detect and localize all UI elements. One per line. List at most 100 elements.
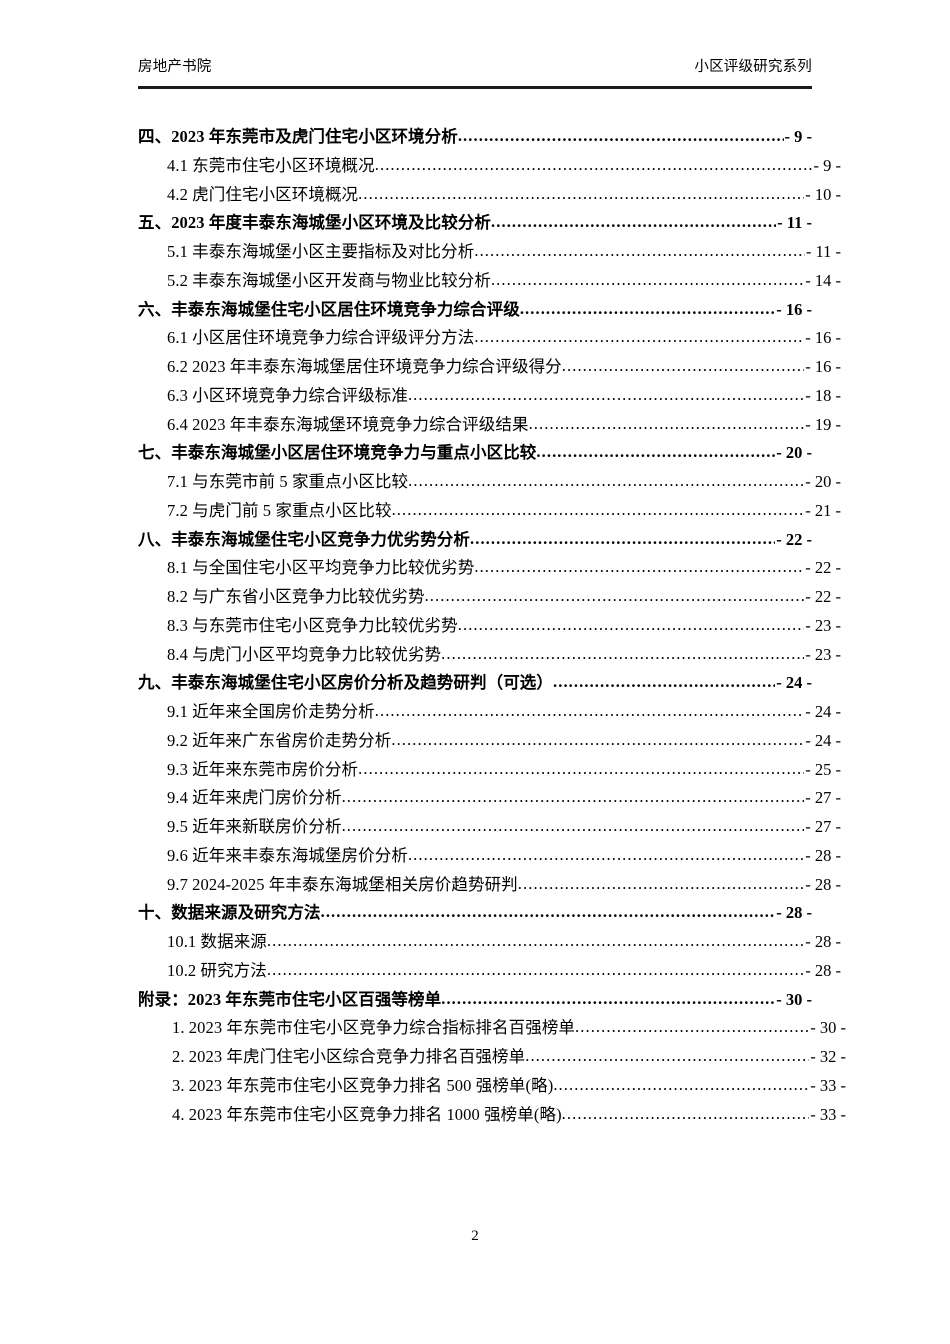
toc-entry[interactable]: 6.1 小区居住环境竞争力综合评级评分方法 - 16 - bbox=[138, 324, 841, 353]
toc-entry-page: - 18 - bbox=[805, 385, 841, 405]
toc-entry[interactable]: 八、丰泰东海城堡住宅小区竞争力优劣势分析 - 22 - bbox=[138, 526, 812, 555]
toc-leader-dots bbox=[408, 385, 804, 405]
toc-leader-dots bbox=[342, 816, 805, 836]
toc-entry[interactable]: 4. 2023 年东莞市住宅小区竞争力排名 1000 强榜单(略) - 33 - bbox=[138, 1101, 846, 1130]
toc-entry[interactable]: 8.4 与虎门小区平均竞争力比较优劣势 - 23 - bbox=[138, 641, 841, 670]
table-of-contents: 四、2023 年东莞市及虎门住宅小区环境分析 - 9 - 4.1 东莞市住宅小区环境… bbox=[138, 123, 846, 1129]
toc-entry[interactable]: 9.1 近年来全国房价走势分析 - 24 - bbox=[138, 698, 841, 727]
toc-entry[interactable]: 9.2 近年来广东省房价走势分析 - 24 - bbox=[138, 727, 841, 756]
toc-entry-page: - 9 - bbox=[784, 127, 813, 146]
toc-entry[interactable]: 9.4 近年来虎门房价分析 - 27 - bbox=[138, 784, 841, 813]
toc-entry-page: - 24 - bbox=[805, 730, 841, 750]
toc-entry[interactable]: 九、丰泰东海城堡住宅小区房价分析及趋势研判（可选） - 24 - bbox=[138, 669, 812, 698]
toc-entry[interactable]: 6.4 2023 年丰泰东海城堡环境竞争力综合评级结果 - 19 - bbox=[138, 411, 841, 440]
toc-entry-label: 四、2023 年东莞市及虎门住宅小区环境分析 bbox=[138, 127, 458, 146]
toc-entry-page: - 30 - bbox=[810, 1018, 846, 1038]
toc-entry[interactable]: 2. 2023 年虎门住宅小区综合竞争力排名百强榜单 - 32 - bbox=[138, 1043, 846, 1072]
toc-entry-label: 9.4 近年来虎门房价分析 bbox=[167, 788, 342, 808]
toc-entry-page: - 22 - bbox=[776, 529, 812, 549]
toc-entry-page: - 33 - bbox=[810, 1104, 846, 1124]
toc-entry-label: 9.6 近年来丰泰东海城堡房价分析 bbox=[167, 845, 408, 865]
toc-entry-page: - 24 - bbox=[776, 673, 812, 693]
toc-leader-dots bbox=[474, 241, 805, 261]
toc-entry-page: - 21 - bbox=[805, 500, 841, 520]
toc-entry[interactable]: 6.2 2023 年丰泰东海城堡居住环境竞争力综合评级得分 - 16 - bbox=[138, 353, 841, 382]
toc-entry[interactable]: 9.6 近年来丰泰东海城堡房价分析 - 28 - bbox=[138, 842, 841, 871]
toc-entry-page: - 14 - bbox=[805, 270, 841, 290]
toc-entry[interactable]: 3. 2023 年东莞市住宅小区竞争力排名 500 强榜单(略) - 33 - bbox=[138, 1072, 846, 1101]
toc-leader-dots bbox=[536, 442, 775, 462]
toc-leader-dots bbox=[267, 960, 804, 980]
toc-entry[interactable]: 10.2 研究方法 - 28 - bbox=[138, 957, 841, 986]
toc-entry-page: - 27 - bbox=[805, 788, 841, 808]
toc-entry-label: 6.3 小区环境竞争力综合评级标准 bbox=[167, 385, 408, 405]
toc-entry[interactable]: 六、丰泰东海城堡住宅小区居住环境竞争力综合评级 - 16 - bbox=[138, 296, 812, 325]
toc-leader-dots bbox=[267, 931, 804, 951]
toc-entry[interactable]: 7.2 与虎门前 5 家重点小区比较 - 21 - bbox=[138, 497, 841, 526]
toc-entry-page: - 32 - bbox=[810, 1047, 846, 1066]
toc-entry-label: 七、丰泰东海城堡小区居住环境竞争力与重点小区比较 bbox=[138, 443, 537, 463]
toc-entry-page: - 28 - bbox=[776, 903, 812, 923]
toc-entry-label: 9.1 近年来全国房价走势分析 bbox=[167, 702, 375, 721]
toc-entry[interactable]: 9.3 近年来东莞市房价分析 - 25 - bbox=[138, 756, 841, 785]
toc-entry-page: - 16 - bbox=[776, 299, 812, 319]
toc-leader-dots bbox=[441, 989, 775, 1009]
page-header: 房地产书院 小区评级研究系列 bbox=[138, 58, 812, 76]
toc-entry-page: - 24 - bbox=[805, 702, 841, 721]
toc-entry[interactable]: 七、丰泰东海城堡小区居住环境竞争力与重点小区比较 - 20 - bbox=[138, 439, 812, 468]
toc-entry-label: 六、丰泰东海城堡住宅小区居住环境竞争力综合评级 bbox=[138, 299, 520, 319]
toc-entry-page: - 27 - bbox=[805, 817, 841, 836]
toc-entry[interactable]: 8.2 与广东省小区竞争力比较优劣势 - 22 - bbox=[138, 583, 841, 612]
toc-entry-label: 7.2 与虎门前 5 家重点小区比较 bbox=[167, 500, 392, 520]
toc-entry-page: - 28 - bbox=[805, 960, 841, 980]
toc-entry[interactable]: 1. 2023 年东莞市住宅小区竞争力综合指标排名百强榜单 - 30 - bbox=[138, 1014, 846, 1043]
toc-entry-page: - 16 - bbox=[805, 328, 841, 348]
toc-entry-page: - 33 - bbox=[810, 1075, 846, 1095]
toc-leader-dots bbox=[392, 500, 805, 520]
toc-entry-label: 4. 2023 年东莞市住宅小区竞争力排名 1000 强榜单(略) bbox=[172, 1104, 562, 1124]
toc-entry[interactable]: 4.1 东莞市住宅小区环境概况 - 9 - bbox=[138, 152, 841, 181]
toc-leader-dots bbox=[520, 299, 775, 319]
toc-entry-label: 附录：2023 年东莞市住宅小区百强等榜单 bbox=[138, 989, 442, 1009]
header-series-title: 小区评级研究系列 bbox=[694, 59, 812, 75]
toc-entry[interactable]: 9.7 2024-2025 年丰泰东海城堡相关房价趋势研判 - 28 - bbox=[138, 871, 841, 900]
toc-entry-label: 10.2 研究方法 bbox=[167, 960, 267, 980]
toc-entry-label: 8.3 与东莞市住宅小区竞争力比较优劣势 bbox=[167, 615, 458, 635]
toc-leader-dots bbox=[391, 730, 804, 750]
toc-leader-dots bbox=[529, 414, 805, 434]
toc-entry[interactable]: 8.3 与东莞市住宅小区竞争力比较优劣势 - 23 - bbox=[138, 612, 841, 641]
toc-entry[interactable]: 9.5 近年来新联房价分析 - 27 - bbox=[138, 813, 841, 842]
toc-leader-dots bbox=[458, 126, 784, 146]
toc-entry-label: 6.1 小区居住环境竞争力综合评级评分方法 bbox=[167, 328, 475, 348]
toc-entry[interactable]: 10.1 数据来源 - 28 - bbox=[138, 928, 841, 957]
toc-entry[interactable]: 四、2023 年东莞市及虎门住宅小区环境分析 - 9 - bbox=[138, 123, 812, 152]
toc-entry-label: 5.1 丰泰东海城堡小区主要指标及对比分析 bbox=[167, 242, 475, 261]
toc-entry[interactable]: 五、2023 年度丰泰东海城堡小区环境及比较分析 - 11 - bbox=[138, 209, 812, 238]
toc-entry-label: 8.2 与广东省小区竞争力比较优劣势 bbox=[167, 587, 425, 606]
toc-leader-dots bbox=[518, 874, 804, 894]
toc-entry-label: 9.5 近年来新联房价分析 bbox=[167, 817, 342, 836]
toc-entry[interactable]: 5.2 丰泰东海城堡小区开发商与物业比较分析 - 14 - bbox=[138, 267, 841, 296]
toc-entry[interactable]: 8.1 与全国住宅小区平均竞争力比较优劣势 - 22 - bbox=[138, 554, 841, 583]
toc-entry[interactable]: 附录：2023 年东莞市住宅小区百强等榜单 - 30 - bbox=[138, 986, 812, 1015]
toc-entry[interactable]: 十、数据来源及研究方法 - 28 - bbox=[138, 899, 812, 928]
toc-entry-page: - 11 - bbox=[805, 242, 841, 261]
header-divider bbox=[138, 86, 812, 89]
toc-leader-dots bbox=[562, 1104, 810, 1124]
toc-leader-dots bbox=[474, 327, 804, 347]
toc-entry[interactable]: 5.1 丰泰东海城堡小区主要指标及对比分析 - 11 - bbox=[138, 238, 841, 267]
toc-entry-label: 九、丰泰东海城堡住宅小区房价分析及趋势研判（可选） bbox=[138, 673, 553, 693]
toc-entry-page: - 11 - bbox=[777, 213, 812, 233]
toc-entry-label: 4.2 虎门住宅小区环境概况 bbox=[167, 184, 359, 204]
toc-entry-page: - 30 - bbox=[776, 989, 812, 1009]
toc-entry-page: - 28 - bbox=[805, 845, 841, 865]
toc-entry-label: 9.2 近年来广东省房价走势分析 bbox=[167, 730, 392, 750]
toc-entry-label: 5.2 丰泰东海城堡小区开发商与物业比较分析 bbox=[167, 270, 491, 290]
footer-page-number: 2 bbox=[471, 1228, 479, 1244]
toc-entry[interactable]: 7.1 与东莞市前 5 家重点小区比较 - 20 - bbox=[138, 468, 841, 497]
toc-leader-dots bbox=[491, 270, 804, 290]
toc-entry[interactable]: 4.2 虎门住宅小区环境概况 - 10 - bbox=[138, 181, 841, 210]
toc-entry[interactable]: 6.3 小区环境竞争力综合评级标准 - 18 - bbox=[138, 382, 841, 411]
toc-entry-label: 10.1 数据来源 bbox=[167, 932, 267, 951]
